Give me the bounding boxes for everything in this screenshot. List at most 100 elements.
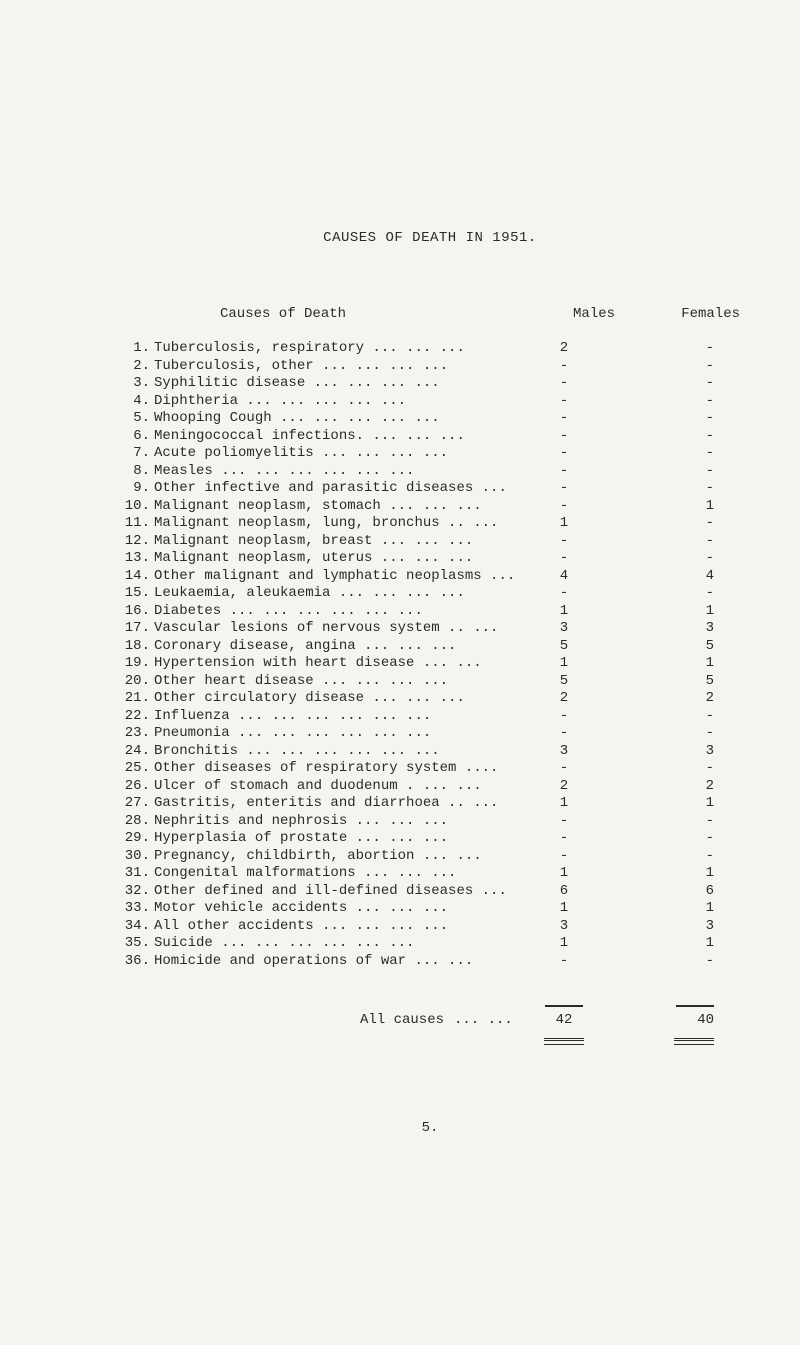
row-males: - xyxy=(534,725,594,743)
table-row: 20.Other heart disease ... ... ... ...55 xyxy=(120,673,740,691)
row-number: 9. xyxy=(120,480,154,498)
table-row: 11.Malignant neoplasm, lung, bronchus ..… xyxy=(120,515,740,533)
header-males: Males xyxy=(558,306,631,322)
row-description: Suicide ... ... ... ... ... ... xyxy=(154,935,534,953)
double-line-icon xyxy=(544,1038,584,1045)
row-females: 1 xyxy=(594,603,734,621)
page-title: CAUSES OF DEATH IN 1951. xyxy=(120,230,740,246)
table-row: 27.Gastritis, enteritis and diarrhoea ..… xyxy=(120,795,740,813)
row-males: 1 xyxy=(534,795,594,813)
table-row: 23.Pneumonia ... ... ... ... ... ...-- xyxy=(120,725,740,743)
line-icon xyxy=(676,1005,714,1007)
header-females: Females xyxy=(631,306,740,322)
totals-label: All causes xyxy=(120,1012,454,1030)
row-number: 22. xyxy=(120,708,154,726)
row-females: - xyxy=(594,463,734,481)
table-row: 18.Coronary disease, angina ... ... ...5… xyxy=(120,638,740,656)
row-males: - xyxy=(534,953,594,971)
row-number: 3. xyxy=(120,375,154,393)
line-icon xyxy=(545,1005,583,1007)
row-females: - xyxy=(594,848,734,866)
row-males: - xyxy=(534,480,594,498)
row-females: 4 xyxy=(594,568,734,586)
row-description: Homicide and operations of war ... ... xyxy=(154,953,534,971)
table-row: 16.Diabetes ... ... ... ... ... ...11 xyxy=(120,603,740,621)
row-number: 14. xyxy=(120,568,154,586)
page-number: 5. xyxy=(120,1120,740,1136)
row-description: Malignant neoplasm, uterus ... ... ... xyxy=(154,550,534,568)
row-males: - xyxy=(534,393,594,411)
row-females: - xyxy=(594,428,734,446)
row-description: Motor vehicle accidents ... ... ... xyxy=(154,900,534,918)
post-total-line xyxy=(120,1034,740,1050)
row-females: 1 xyxy=(594,865,734,883)
row-males: 6 xyxy=(534,883,594,901)
table-row: 10.Malignant neoplasm, stomach ... ... .… xyxy=(120,498,740,516)
row-females: 3 xyxy=(594,743,734,761)
row-number: 20. xyxy=(120,673,154,691)
row-description: Syphilitic disease ... ... ... ... xyxy=(154,375,534,393)
row-number: 6. xyxy=(120,428,154,446)
row-males: - xyxy=(534,813,594,831)
header-causes: Causes of Death xyxy=(120,306,558,322)
table-row: 30.Pregnancy, childbirth, abortion ... .… xyxy=(120,848,740,866)
row-number: 1. xyxy=(120,340,154,358)
row-females: 1 xyxy=(594,498,734,516)
pre-total-line xyxy=(120,996,740,1012)
row-males: 1 xyxy=(534,515,594,533)
row-females: - xyxy=(594,375,734,393)
table-row: 32.Other defined and ill-defined disease… xyxy=(120,883,740,901)
table-row: 33.Motor vehicle accidents ... ... ...11 xyxy=(120,900,740,918)
row-females: 2 xyxy=(594,778,734,796)
row-females: - xyxy=(594,340,734,358)
row-males: - xyxy=(534,463,594,481)
row-description: Malignant neoplasm, lung, bronchus .. ..… xyxy=(154,515,534,533)
row-males: 2 xyxy=(534,340,594,358)
row-description: Meningococcal infections. ... ... ... xyxy=(154,428,534,446)
row-number: 24. xyxy=(120,743,154,761)
totals-dots: ... ... xyxy=(454,1012,534,1030)
row-number: 34. xyxy=(120,918,154,936)
table-row: 4.Diphtheria ... ... ... ... ...-- xyxy=(120,393,740,411)
row-number: 15. xyxy=(120,585,154,603)
row-description: Other diseases of respiratory system ...… xyxy=(154,760,534,778)
row-males: - xyxy=(534,585,594,603)
row-description: Malignant neoplasm, stomach ... ... ... xyxy=(154,498,534,516)
row-males: 3 xyxy=(534,620,594,638)
row-females: 2 xyxy=(594,690,734,708)
row-males: 1 xyxy=(534,935,594,953)
table-row: 34.All other accidents ... ... ... ...33 xyxy=(120,918,740,936)
table-row: 19.Hypertension with heart disease ... .… xyxy=(120,655,740,673)
row-description: Influenza ... ... ... ... ... ... xyxy=(154,708,534,726)
table-row: 14.Other malignant and lymphatic neoplas… xyxy=(120,568,740,586)
totals-males: 42 xyxy=(534,1012,594,1030)
row-description: Other circulatory disease ... ... ... xyxy=(154,690,534,708)
row-males: 1 xyxy=(534,603,594,621)
row-males: 5 xyxy=(534,638,594,656)
row-males: - xyxy=(534,533,594,551)
spacer xyxy=(120,970,740,992)
row-males: - xyxy=(534,550,594,568)
row-males: 2 xyxy=(534,778,594,796)
row-description: Diphtheria ... ... ... ... ... xyxy=(154,393,534,411)
table-row: 36.Homicide and operations of war ... ..… xyxy=(120,953,740,971)
row-number: 18. xyxy=(120,638,154,656)
table-row: 17.Vascular lesions of nervous system ..… xyxy=(120,620,740,638)
row-description: Tuberculosis, respiratory ... ... ... xyxy=(154,340,534,358)
row-males: 1 xyxy=(534,865,594,883)
row-description: Vascular lesions of nervous system .. ..… xyxy=(154,620,534,638)
table-row: 31.Congenital malformations ... ... ...1… xyxy=(120,865,740,883)
row-number: 36. xyxy=(120,953,154,971)
row-males: 5 xyxy=(534,673,594,691)
row-number: 10. xyxy=(120,498,154,516)
row-number: 33. xyxy=(120,900,154,918)
row-description: Other infective and parasitic diseases .… xyxy=(154,480,534,498)
row-females: 3 xyxy=(594,620,734,638)
row-description: Bronchitis ... ... ... ... ... ... xyxy=(154,743,534,761)
row-number: 19. xyxy=(120,655,154,673)
row-males: 1 xyxy=(534,655,594,673)
table-row: 3.Syphilitic disease ... ... ... ...-- xyxy=(120,375,740,393)
table-row: 2.Tuberculosis, other ... ... ... ...-- xyxy=(120,358,740,376)
row-description: Acute poliomyelitis ... ... ... ... xyxy=(154,445,534,463)
row-description: Coronary disease, angina ... ... ... xyxy=(154,638,534,656)
